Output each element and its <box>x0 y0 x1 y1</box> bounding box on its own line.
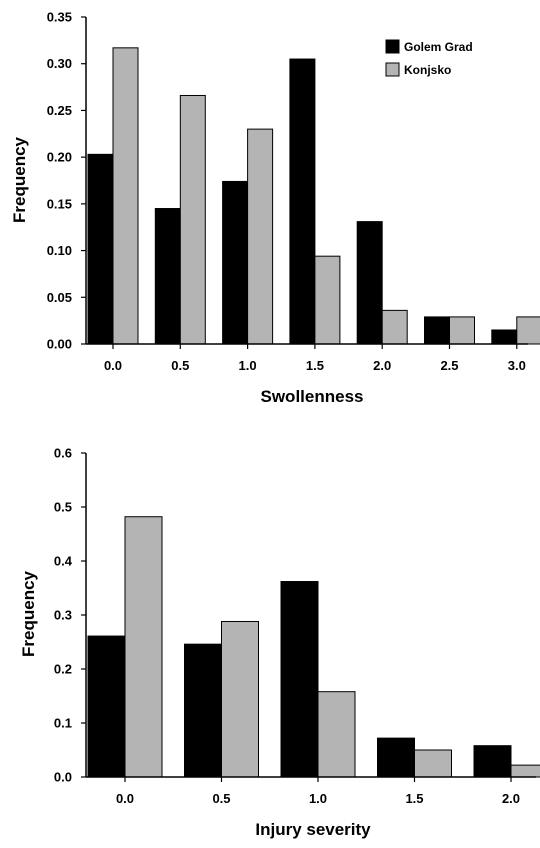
x-tick-label: 1.5 <box>405 791 423 806</box>
y-tick-label: 0.25 <box>47 103 72 118</box>
y-tick-label: 0.20 <box>47 150 72 165</box>
y-tick-label: 0.6 <box>54 446 72 461</box>
legend-label-konjsko: Konjsko <box>404 63 451 77</box>
x-tick-label: 2.0 <box>373 358 391 373</box>
x-tick-label: 0.0 <box>116 791 134 806</box>
injury-severity-x-axis-title: Injury severity <box>255 820 371 839</box>
injury-severity-bars <box>87 516 540 778</box>
swollenness-x-axis-title: Swollenness <box>261 387 364 406</box>
y-tick-label: 0.15 <box>47 196 72 211</box>
legend-label-golem-grad: Golem Grad <box>404 40 473 54</box>
bar-golem-grad-2-0 <box>473 745 512 778</box>
injury-severity-y-ticks: 0.0 0.1 0.2 0.3 0.4 0.5 0.6 <box>54 446 86 785</box>
bar-golem-grad-0-5 <box>154 208 181 345</box>
x-tick-label: 0.5 <box>212 791 230 806</box>
bar-konjsko-0-0 <box>124 516 163 778</box>
bar-golem-grad-0-0 <box>87 153 114 345</box>
y-tick-label: 0.35 <box>47 10 72 25</box>
x-tick-label: 2.5 <box>440 358 458 373</box>
bar-konjsko-1-0 <box>317 691 356 778</box>
x-tick-label: 1.0 <box>239 358 257 373</box>
bar-konjsko-3-0 <box>516 316 540 345</box>
bar-golem-grad-1-0 <box>222 180 249 345</box>
x-tick-label: 2.0 <box>502 791 520 806</box>
swollenness-y-ticks: 0.00 0.05 0.10 0.15 0.20 0.25 0.30 0.35 <box>47 10 86 352</box>
y-tick-label: 0.0 <box>54 770 72 785</box>
legend: Golem Grad Konjsko <box>385 39 473 77</box>
bar-golem-grad-1-5 <box>377 737 415 778</box>
swollenness-x-ticks: 0.0 0.5 1.0 1.5 2.0 2.5 3.0 <box>104 344 526 373</box>
bar-golem-grad-0-0 <box>87 635 126 778</box>
bar-konjsko-1-5 <box>314 255 341 345</box>
bar-konjsko-0-0 <box>112 47 139 345</box>
bar-golem-grad-2-5 <box>424 316 450 345</box>
y-tick-label: 0.3 <box>54 608 72 623</box>
bar-konjsko-2-5 <box>449 316 475 345</box>
y-tick-label: 0.2 <box>54 662 72 677</box>
injury-severity-x-ticks: 0.0 0.5 1.0 1.5 2.0 <box>116 777 520 806</box>
bar-konjsko-2-0 <box>510 764 540 778</box>
y-tick-label: 0.1 <box>54 716 72 731</box>
y-tick-label: 0.4 <box>54 554 73 569</box>
injury-severity-y-axis-title: Frequency <box>19 570 38 657</box>
legend-swatch-konjsko <box>385 62 400 77</box>
y-tick-label: 0.00 <box>47 337 72 352</box>
bar-golem-grad-3-0 <box>491 329 518 345</box>
y-tick-label: 0.10 <box>47 243 72 258</box>
x-tick-label: 0.5 <box>171 358 189 373</box>
x-tick-label: 0.0 <box>104 358 122 373</box>
swollenness-chart: 0.00 0.05 0.10 0.15 0.20 0.25 0.30 0.35 0.0 0.5 1… <box>10 10 540 406</box>
injury-severity-chart: 0.0 0.1 0.2 0.3 0.4 0.5 0.6 0.0 0.5 1.0 1.5 2.0 Fr… <box>19 446 540 839</box>
x-tick-label: 1.0 <box>309 791 327 806</box>
y-tick-label: 0.5 <box>54 500 72 515</box>
bar-konjsko-0-5 <box>179 94 206 345</box>
bar-konjsko-1-5 <box>414 749 452 778</box>
x-tick-label: 3.0 <box>508 358 526 373</box>
swollenness-bars <box>87 47 540 345</box>
y-tick-label: 0.30 <box>47 56 72 71</box>
x-tick-label: 1.5 <box>306 358 324 373</box>
bar-konjsko-2-0 <box>381 309 408 345</box>
bar-golem-grad-0-5 <box>184 643 222 778</box>
swollenness-y-axis-title: Frequency <box>10 136 29 223</box>
bar-golem-grad-1-0 <box>280 581 319 778</box>
legend-swatch-golem-grad <box>385 39 400 54</box>
bar-konjsko-1-0 <box>247 128 274 345</box>
y-tick-label: 0.05 <box>47 290 72 305</box>
bar-konjsko-0-5 <box>221 620 259 778</box>
bar-golem-grad-2-0 <box>356 221 383 345</box>
bar-golem-grad-1-5 <box>289 58 316 345</box>
